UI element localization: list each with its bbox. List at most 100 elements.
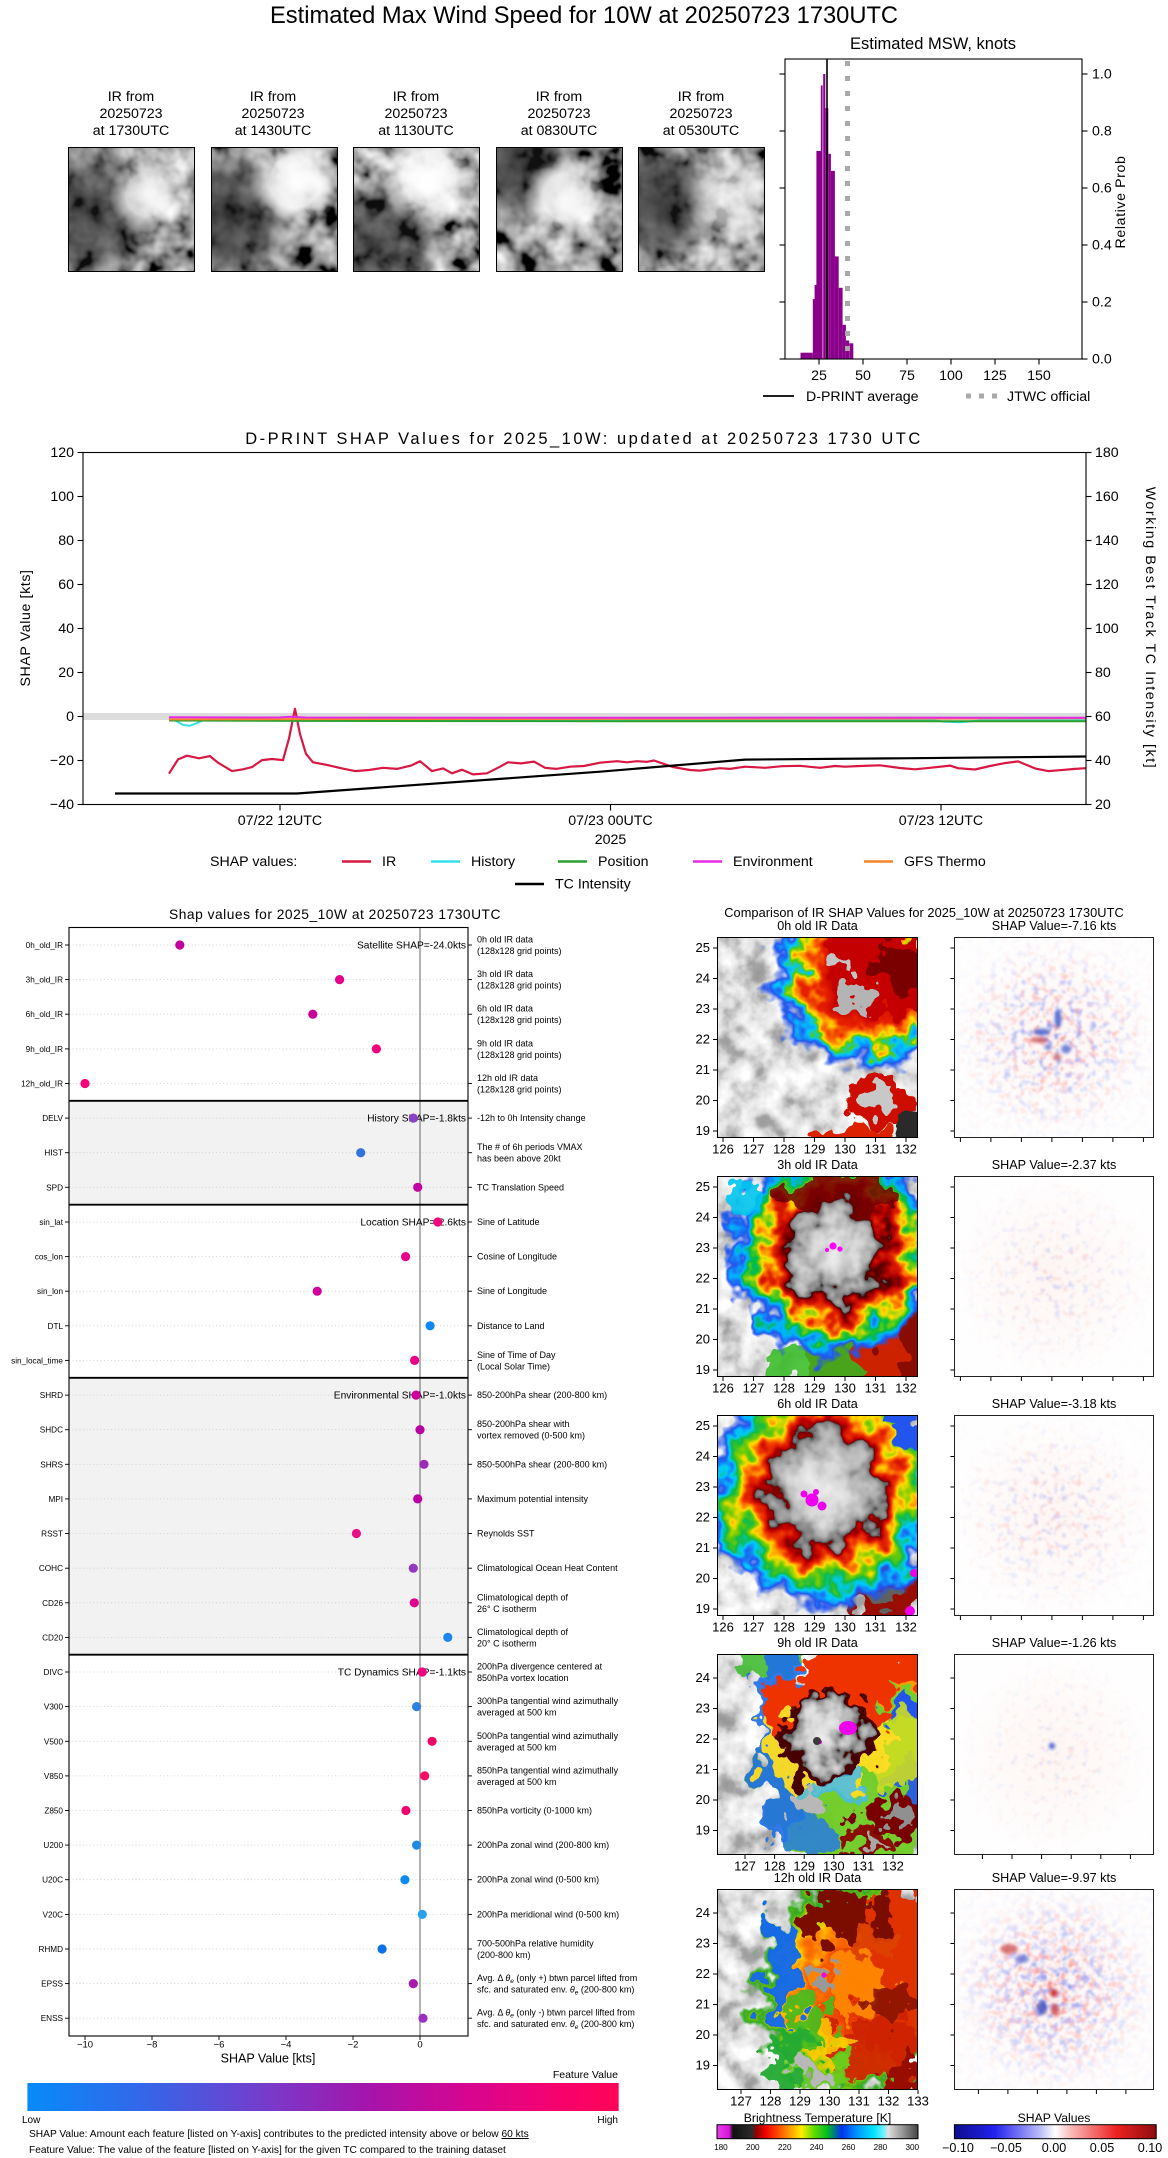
svg-text:The # of 6h periods VMAX: The # of 6h periods VMAX [477, 1142, 583, 1152]
svg-text:V850: V850 [44, 1772, 64, 1781]
svg-text:850-500hPa shear (200-800 km): 850-500hPa shear (200-800 km) [477, 1459, 607, 1469]
svg-text:180: 180 [714, 2143, 728, 2152]
svg-text:200hPa meridional wind (0-500: 200hPa meridional wind (0-500 km) [477, 1909, 619, 1919]
svg-text:132: 132 [895, 1620, 917, 1635]
svg-text:Climatological depth of: Climatological depth of [477, 1592, 569, 1602]
svg-text:Avg. Δ θe (only -) btwn parcel: Avg. Δ θe (only -) btwn parcel lifted fr… [477, 2008, 635, 2020]
svg-text:128: 128 [760, 2094, 782, 2109]
svg-text:DIVC: DIVC [43, 1668, 63, 1677]
svg-text:120: 120 [50, 445, 74, 461]
svg-text:19: 19 [696, 1362, 710, 1377]
svg-text:0.8: 0.8 [1092, 124, 1112, 140]
svg-text:850hPa vortex location: 850hPa vortex location [477, 1673, 569, 1683]
svg-text:24: 24 [696, 971, 710, 986]
svg-text:SHDC: SHDC [40, 1426, 63, 1435]
svg-text:180: 180 [1095, 445, 1119, 461]
svg-text:24: 24 [696, 1670, 710, 1685]
svg-text:24: 24 [696, 1905, 710, 1920]
svg-text:200: 200 [746, 2143, 760, 2152]
svg-text:averaged at 500 km: averaged at 500 km [477, 1742, 557, 1752]
svg-text:SHAP Value=-3.18 kts: SHAP Value=-3.18 kts [992, 1397, 1117, 1411]
svg-text:20: 20 [696, 1093, 710, 1108]
svg-text:COHC: COHC [39, 1564, 63, 1573]
svg-text:averaged at 500 km: averaged at 500 km [477, 1708, 557, 1718]
svg-text:40: 40 [1095, 753, 1111, 769]
svg-text:100: 100 [50, 489, 74, 505]
svg-text:Estimated MSW, knots: Estimated MSW, knots [850, 35, 1016, 53]
svg-text:120: 120 [1095, 577, 1119, 593]
svg-text:128: 128 [773, 1142, 795, 1157]
svg-text:−6: −6 [214, 2040, 225, 2051]
svg-text:Z850: Z850 [44, 1807, 63, 1816]
svg-text:Position: Position [598, 854, 648, 870]
svg-text:sin_local_time: sin_local_time [11, 1356, 63, 1365]
svg-text:SHRS: SHRS [40, 1460, 63, 1469]
svg-text:19: 19 [696, 2058, 710, 2073]
svg-text:IR: IR [382, 854, 396, 870]
svg-text:12h old IR Data: 12h old IR Data [774, 1871, 862, 1885]
svg-text:20: 20 [696, 1332, 710, 1347]
svg-text:850hPa tangential wind azimuth: 850hPa tangential wind azimuthally [477, 1765, 619, 1775]
svg-text:127: 127 [743, 1620, 765, 1635]
svg-text:Shap values for 2025_10W at 20: Shap values for 2025_10W at 20250723 173… [169, 907, 501, 922]
svg-text:sin_lat: sin_lat [39, 1218, 63, 1227]
svg-text:80: 80 [58, 533, 74, 549]
svg-text:(128x128 grid points): (128x128 grid points) [477, 981, 562, 991]
svg-text:0.10: 0.10 [1138, 2141, 1163, 2155]
svg-text:23: 23 [696, 1240, 710, 1255]
svg-text:averaged at 500 km: averaged at 500 km [477, 1777, 557, 1787]
svg-text:1.0: 1.0 [1092, 67, 1112, 83]
svg-text:0.05: 0.05 [1090, 2141, 1115, 2155]
svg-text:12h old IR data: 12h old IR data [477, 1073, 538, 1083]
svg-text:129: 129 [793, 1859, 815, 1874]
svg-text:24: 24 [696, 1449, 710, 1464]
svg-text:Reynolds SST: Reynolds SST [477, 1529, 535, 1539]
svg-text:0h old IR Data: 0h old IR Data [777, 919, 858, 933]
svg-text:6h old IR data: 6h old IR data [477, 1004, 533, 1014]
svg-text:Relative Prob: Relative Prob [1113, 156, 1129, 249]
svg-text:Sine of Longitude: Sine of Longitude [477, 1286, 547, 1296]
svg-text:3h old IR Data: 3h old IR Data [777, 1158, 858, 1172]
svg-text:132: 132 [895, 1142, 917, 1157]
svg-text:25: 25 [811, 368, 827, 384]
svg-text:850hPa vorticity (0-1000 km): 850hPa vorticity (0-1000 km) [477, 1806, 592, 1816]
svg-text:Feature Value: The value of th: Feature Value: The value of the feature … [29, 2145, 506, 2156]
svg-text:220: 220 [778, 2143, 792, 2152]
svg-text:0: 0 [417, 2040, 422, 2051]
svg-text:−40: −40 [50, 797, 74, 813]
svg-text:Maximum potential intensity: Maximum potential intensity [477, 1494, 589, 1504]
svg-text:EPSS: EPSS [41, 1980, 63, 1989]
svg-text:19: 19 [696, 1601, 710, 1616]
svg-text:12h_old_IR: 12h_old_IR [21, 1080, 63, 1089]
svg-text:V500: V500 [44, 1737, 64, 1746]
svg-text:129: 129 [804, 1620, 826, 1635]
svg-text:GFS Thermo: GFS Thermo [904, 854, 986, 870]
svg-text:CD20: CD20 [42, 1633, 63, 1642]
svg-text:D-PRINT average: D-PRINT average [806, 389, 919, 405]
svg-text:20° C isotherm: 20° C isotherm [477, 1638, 537, 1648]
svg-text:25: 25 [696, 1418, 710, 1433]
svg-text:21: 21 [696, 1762, 710, 1777]
svg-text:22: 22 [696, 1966, 710, 1981]
svg-text:Distance to Land: Distance to Land [477, 1321, 545, 1331]
svg-text:High: High [597, 2115, 618, 2126]
svg-text:−0.05: −0.05 [990, 2141, 1022, 2155]
svg-text:80: 80 [1095, 665, 1111, 681]
svg-text:100: 100 [939, 368, 963, 384]
svg-text:25: 25 [696, 1179, 710, 1194]
svg-text:22: 22 [696, 1271, 710, 1286]
svg-text:24: 24 [696, 1210, 710, 1225]
svg-text:07/23 12UTC: 07/23 12UTC [899, 813, 983, 829]
svg-text:21: 21 [696, 1540, 710, 1555]
svg-text:9h_old_IR: 9h_old_IR [26, 1045, 63, 1054]
svg-text:700-500hPa relative humidity: 700-500hPa relative humidity [477, 1939, 594, 1949]
svg-text:60: 60 [1095, 709, 1111, 725]
svg-text:07/23 00UTC: 07/23 00UTC [568, 813, 652, 829]
svg-text:JTWC official: JTWC official [1007, 389, 1090, 405]
svg-text:75: 75 [899, 368, 915, 384]
svg-text:128: 128 [764, 1859, 786, 1874]
svg-text:RSST: RSST [41, 1530, 63, 1539]
svg-text:DELV: DELV [42, 1114, 63, 1123]
svg-text:Climatological Ocean Heat Cont: Climatological Ocean Heat Content [477, 1563, 618, 1573]
svg-text:126: 126 [712, 1142, 734, 1157]
